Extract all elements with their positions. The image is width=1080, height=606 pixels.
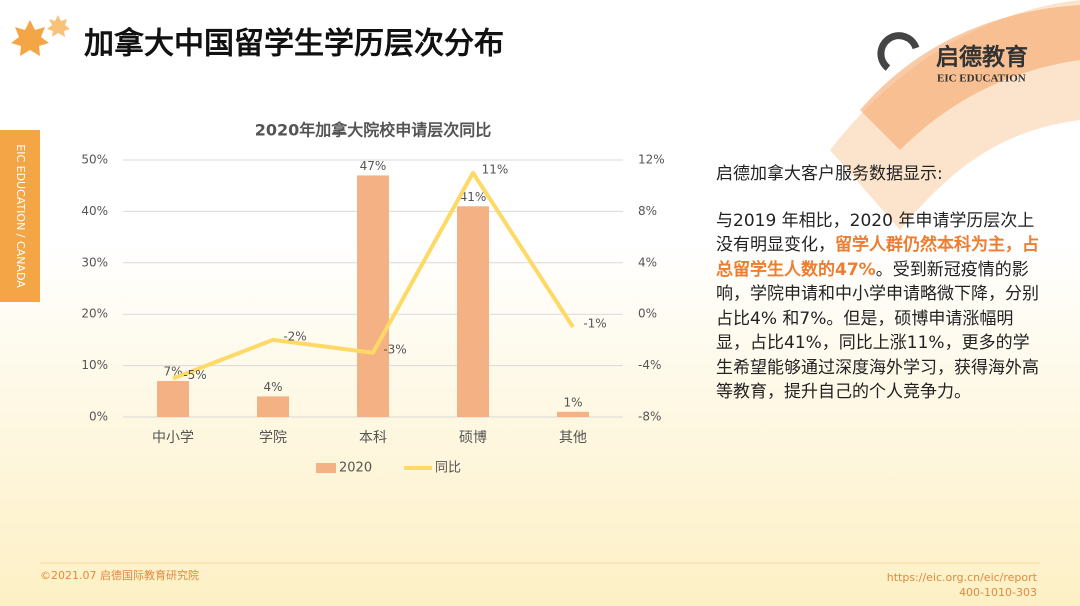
bar-value-label: 4%: [263, 380, 282, 394]
bar: [157, 381, 189, 417]
bar-value-label: 1%: [563, 395, 582, 409]
legend-label: 2020: [339, 461, 372, 476]
y-tick-label: 30%: [81, 255, 108, 269]
leaf-icon: [47, 15, 70, 37]
logo-en: EIC EDUCATION: [937, 73, 1026, 85]
y-tick-label: 50%: [81, 153, 108, 167]
y2-tick-label: 4%: [638, 255, 657, 269]
page-title: 加拿大中国留学生学历层次分布: [84, 27, 504, 62]
y-tick-label: 0%: [89, 410, 108, 424]
y2-tick-label: -4%: [638, 358, 661, 372]
side-tab: [0, 130, 40, 302]
y2-tick-label: 8%: [638, 204, 657, 218]
y-tick-label: 40%: [81, 204, 108, 218]
line-value-label: -2%: [283, 329, 306, 343]
x-tick-label: 本科: [359, 430, 387, 446]
y-tick-label: 10%: [81, 358, 108, 372]
x-tick-label: 其他: [559, 430, 587, 446]
decor-band: [860, 5, 1080, 150]
x-tick-label: 硕博: [459, 429, 487, 446]
footer-phone: 400-1010-303: [959, 586, 1037, 599]
line-value-label: -5%: [183, 368, 206, 382]
line-value-label: -1%: [583, 317, 606, 331]
x-tick-label: 学院: [259, 430, 287, 446]
chart-title: 2020年加拿大院校申请层次同比: [255, 121, 492, 140]
footer-left: ©2021.07 启德国际教育研究院: [40, 568, 199, 582]
bar: [557, 411, 589, 417]
y2-tick-label: 0%: [638, 307, 657, 321]
legend-label: 同比: [435, 461, 461, 476]
side-tab-label: EIC EDUCATION / CANADA: [14, 144, 27, 288]
description: 启德加拿大客户服务数据显示: 与2019 年相比，2020 年申请学历层次上没有…: [716, 162, 1044, 427]
bar: [457, 206, 489, 417]
y2-tick-label: -8%: [638, 410, 661, 424]
y2-tick-label: 12%: [638, 153, 665, 167]
leaf-icon: [11, 20, 49, 56]
logo-cn: 启德教育: [936, 44, 1028, 71]
logo-mark: [877, 32, 920, 71]
y-tick-label: 20%: [81, 307, 108, 321]
bar: [357, 175, 389, 417]
bar: [257, 396, 289, 417]
line: [172, 170, 575, 381]
bar-value-label: 41%: [460, 190, 487, 204]
line-value-label: 11%: [482, 162, 509, 176]
line-value-label: -3%: [383, 342, 406, 356]
body-text: 。受到新冠疫情的影响，学院申请和中小学申请略微下降，分别占比4% 和7%。但是，…: [716, 259, 1039, 403]
body: 与2019 年相比，2020 年申请学历层次上没有明显变化，留学人群仍然本科为主…: [716, 209, 1044, 405]
x-tick-label: 中小学: [152, 430, 194, 446]
bar-value-label: 47%: [360, 159, 387, 173]
legend-swatch: [316, 463, 336, 473]
intro: 启德加拿大客户服务数据显示:: [716, 164, 943, 184]
body-text: 与2019 年相比，2020 年申请学历层次上没有明显变化，: [716, 210, 1035, 256]
footer-url: https://eic.org.cn/eic/report: [887, 571, 1038, 584]
highlight: 留学人群仍然本科为主，占总留学生人数的47%: [716, 235, 1039, 280]
